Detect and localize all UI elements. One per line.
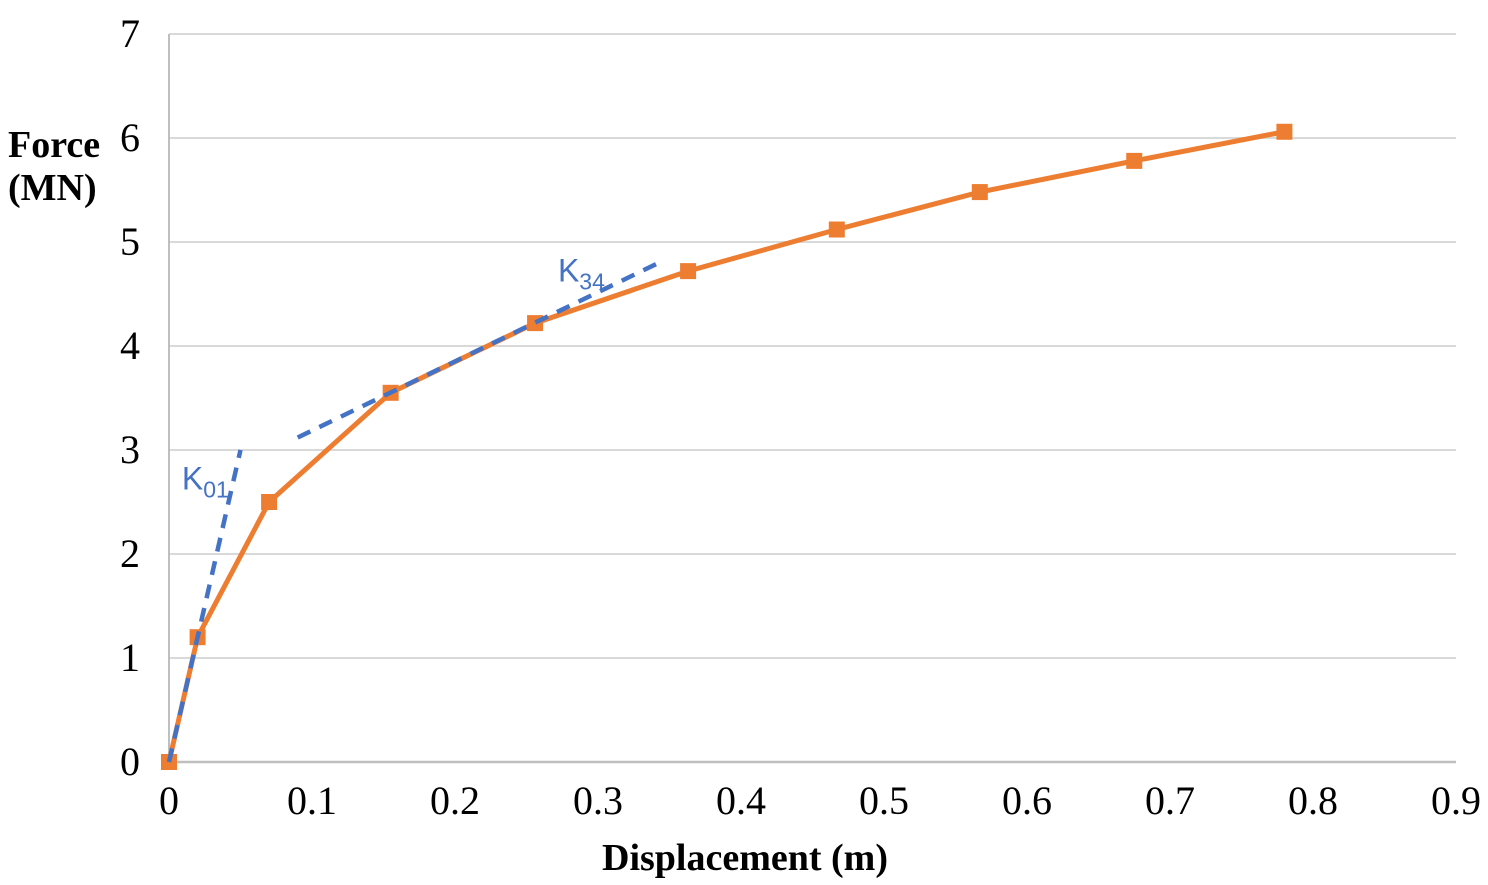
y-tick-label: 4 xyxy=(120,323,140,368)
x-tick-label: 0.9 xyxy=(1431,778,1481,823)
x-tick-label: 0.6 xyxy=(1002,778,1052,823)
x-axis-title: Displacement (m) xyxy=(602,837,888,879)
y-axis-title-line1: Force xyxy=(8,124,101,166)
data-point-marker xyxy=(680,263,697,280)
data-point-marker xyxy=(1276,123,1293,140)
data-point-marker xyxy=(261,494,278,510)
data-point-marker xyxy=(1126,152,1143,169)
x-tick-label: 0.7 xyxy=(1145,778,1195,823)
x-tick-label: 0.4 xyxy=(716,778,766,823)
y-axis-title: Force (MN) xyxy=(8,124,100,210)
y-tick-label: 5 xyxy=(120,219,140,264)
x-tick-label: 0.2 xyxy=(430,778,480,823)
y-tick-label: 0 xyxy=(120,739,140,784)
y-tick-label: 3 xyxy=(120,427,140,472)
x-tick-label: 0.8 xyxy=(1288,778,1338,823)
y-axis-title-line2: (MN) xyxy=(8,167,97,209)
y-tick-label: 6 xyxy=(120,115,140,160)
x-tick-label: 0.5 xyxy=(859,778,909,823)
series-line xyxy=(166,129,1285,763)
x-tick-label: 0.3 xyxy=(573,778,623,823)
data-point-marker xyxy=(828,221,845,238)
K01-secant-stiffness-line xyxy=(166,449,243,763)
x-tick-label: 0 xyxy=(159,778,179,823)
K34-secant-stiffness-line xyxy=(296,261,658,440)
x-tick-label: 0.1 xyxy=(287,778,337,823)
y-tick-label: 1 xyxy=(120,635,140,680)
y-tick-label: 7 xyxy=(120,11,140,56)
y-tick-label: 2 xyxy=(120,531,140,576)
data-point-marker xyxy=(971,184,988,201)
stiffness-label-K01: K01 xyxy=(182,461,229,503)
stiffness-label-K34: K34 xyxy=(558,253,605,295)
